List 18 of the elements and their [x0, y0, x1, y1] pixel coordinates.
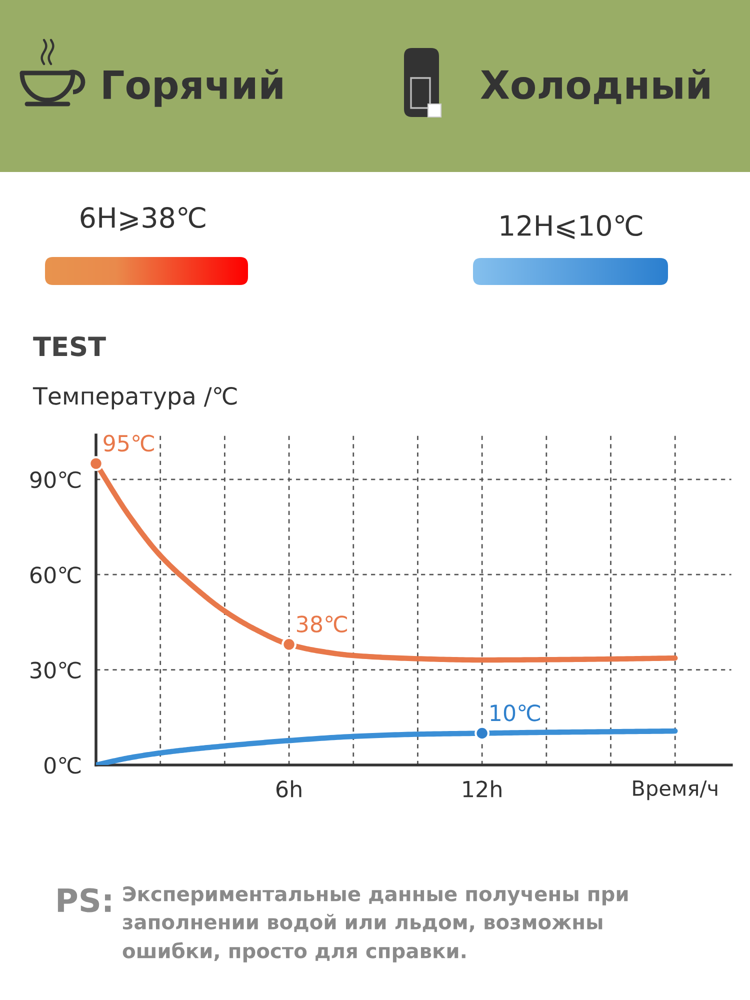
- text: Горячий: [104, 69, 282, 107]
- x-tick-label: 12h: [463, 780, 502, 798]
- y-tick-label: 60℃: [30, 566, 81, 584]
- y-tick-label: 30℃: [30, 662, 81, 679]
- y-axis-title: Температура /℃: [32, 386, 237, 410]
- x-tick-label: 6h: [276, 780, 302, 798]
- data-label: 10℃: [490, 704, 540, 722]
- chart-title: TEST: [33, 336, 106, 356]
- x-axis-title: Время/ч: [633, 780, 718, 800]
- text: Холодный: [480, 69, 710, 104]
- data-label: 95℃: [104, 434, 154, 452]
- text: 6H⩾38℃: [80, 207, 206, 232]
- y-tick-label: 90℃: [30, 471, 81, 488]
- y-tick-label: 0℃: [44, 756, 81, 774]
- data-label: 38℃: [296, 616, 347, 632]
- text: Экспериментальные данные получены при заполнении водой или льдом, возможны ошибки, просто для справки.: [122, 886, 628, 962]
- text: 12H⩽10℃: [501, 215, 642, 240]
- text: PS:: [58, 888, 111, 912]
